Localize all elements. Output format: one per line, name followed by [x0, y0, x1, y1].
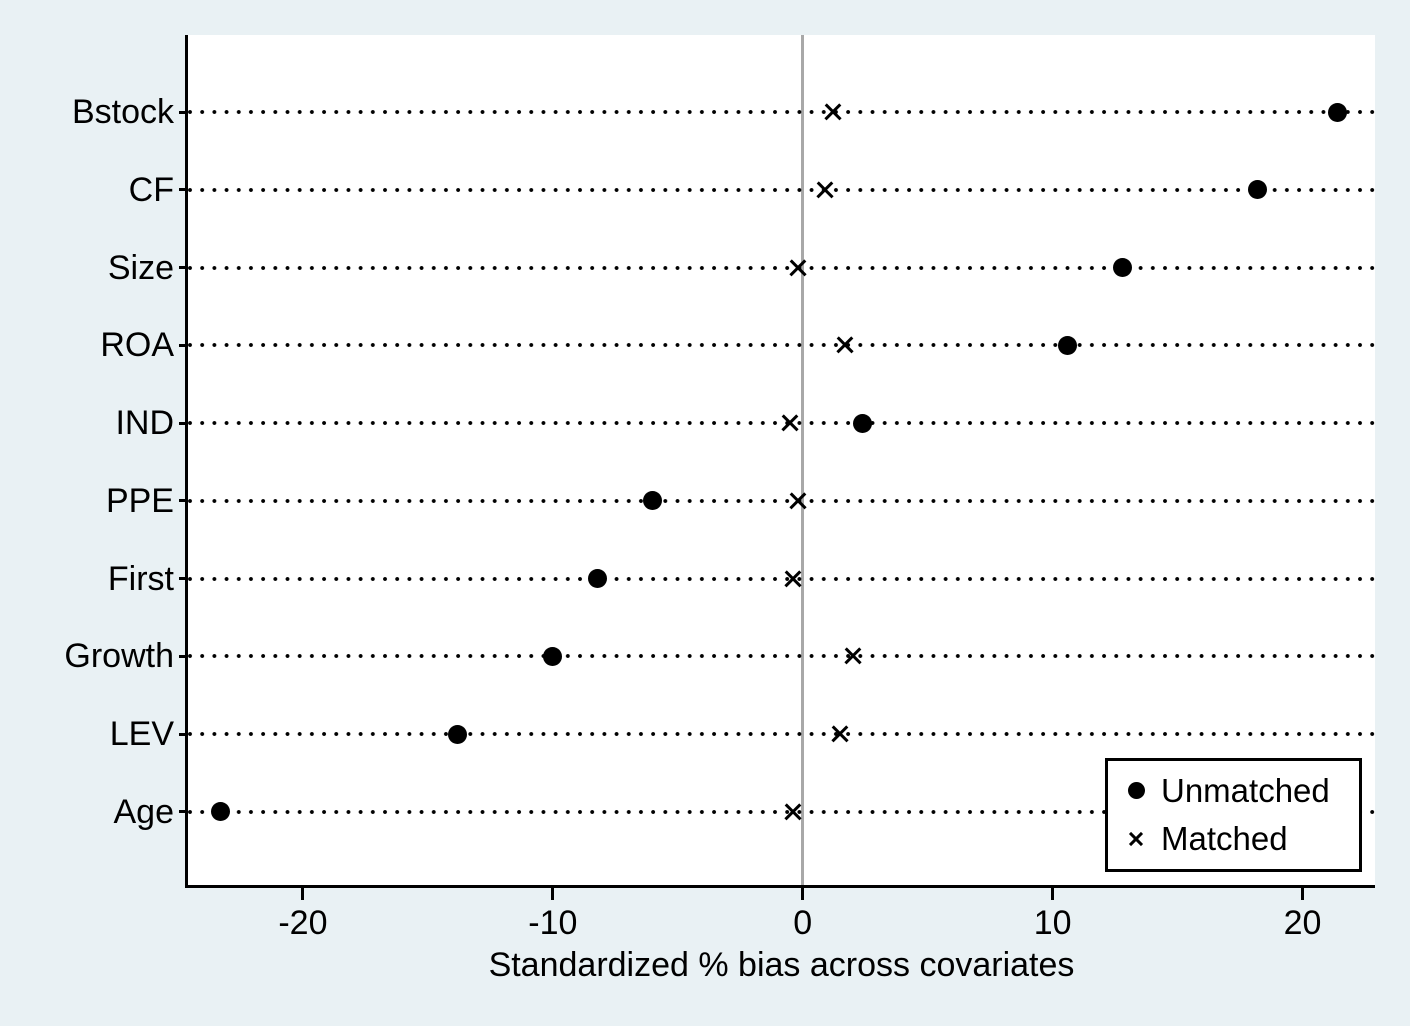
y-axis-tick [179, 577, 188, 580]
y-axis-tick [179, 188, 188, 192]
y-axis-tick [179, 266, 188, 269]
y-axis-tick [179, 110, 188, 114]
x-axis-tick-label: 20 [1283, 904, 1322, 942]
legend-marker-cell [1121, 782, 1151, 800]
x-marker-icon [1129, 832, 1143, 846]
matched-marker [785, 804, 801, 820]
y-axis-label: Bstock [71, 93, 174, 131]
y-axis-tick [179, 499, 188, 503]
y-axis-label: IND [115, 404, 174, 442]
filled-circle-icon [1127, 782, 1145, 800]
unmatched-marker [1058, 335, 1078, 355]
y-axis-label: Growth [64, 637, 174, 676]
x-axis-tick [1051, 885, 1055, 900]
row-dotted-guide [188, 809, 1375, 814]
unmatched-marker [448, 724, 468, 744]
row-dotted-guide [188, 576, 1375, 581]
x-axis-tick [1301, 885, 1305, 900]
x-axis-title: Standardized % bias across covariates [488, 946, 1075, 984]
x-axis-tick-label: 0 [793, 904, 813, 942]
row-dotted-guide [188, 498, 1375, 503]
row-dotted-guide [188, 265, 1375, 270]
matched-marker [817, 182, 833, 198]
row-dotted-guide [188, 187, 1375, 192]
unmatched-marker [1113, 258, 1133, 277]
y-axis-label: PPE [105, 481, 174, 520]
matched-marker [790, 260, 806, 276]
x-axis-tick [551, 885, 555, 900]
matched-marker [790, 493, 806, 509]
x-axis-tick-label: -10 [528, 904, 578, 942]
row-dotted-guide [188, 654, 1375, 659]
y-axis-tick [179, 732, 188, 736]
row-dotted-guide [188, 732, 1375, 736]
legend-marker-cell [1121, 832, 1151, 846]
row-dotted-guide [188, 343, 1375, 348]
unmatched-marker [853, 413, 873, 433]
y-axis-tick [179, 810, 188, 814]
unmatched-marker [1328, 102, 1348, 122]
y-axis-label: CF [128, 170, 174, 209]
y-axis-label: Size [107, 248, 174, 287]
x-axis-tick-label: -20 [278, 904, 328, 942]
matched-marker [825, 104, 841, 120]
y-axis-tick [179, 343, 188, 347]
unmatched-marker [588, 569, 608, 588]
legend-item-unmatched: Unmatched [1121, 771, 1359, 809]
plot-area [185, 35, 1375, 888]
matched-marker [832, 726, 848, 742]
y-axis-label: Age [113, 792, 175, 831]
unmatched-marker [210, 802, 230, 822]
x-axis-tick-label: 10 [1033, 904, 1072, 942]
y-axis-tick [179, 654, 188, 658]
y-axis-tick [179, 421, 188, 425]
unmatched-marker [643, 491, 663, 511]
legend-label-unmatched: Unmatched [1161, 771, 1330, 809]
legend-item-matched: Matched [1121, 820, 1359, 857]
zero-reference-line [801, 35, 805, 885]
y-axis-label: ROA [100, 326, 174, 365]
legend-label-matched: Matched [1161, 820, 1288, 857]
matched-marker [785, 571, 801, 587]
unmatched-marker [543, 646, 563, 666]
x-axis-tick [801, 885, 805, 900]
unmatched-marker [1248, 180, 1268, 200]
legend-box: Unmatched Matched [1105, 758, 1362, 872]
matched-marker [837, 337, 853, 353]
matched-marker [782, 415, 798, 431]
x-axis-tick [301, 885, 305, 900]
y-axis-label: First [107, 559, 174, 598]
row-dotted-guide [188, 110, 1375, 114]
matched-marker [845, 648, 861, 664]
y-axis-label: LEV [109, 715, 174, 753]
